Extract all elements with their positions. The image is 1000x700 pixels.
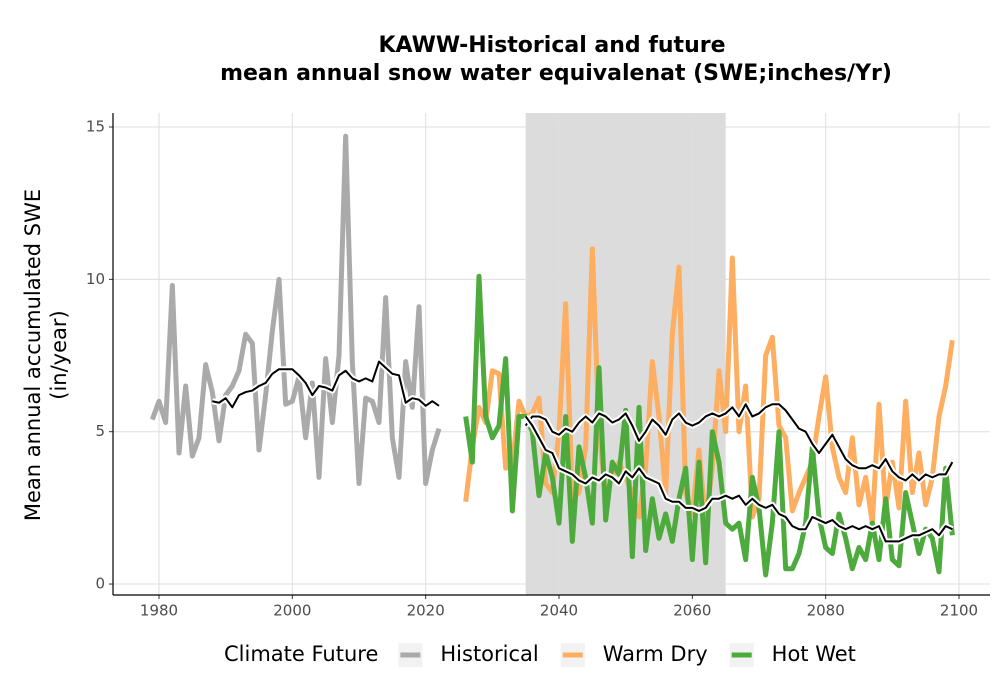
smooth-line xyxy=(524,403,954,482)
legend-label: Warm Dry xyxy=(603,642,708,666)
smooth-line xyxy=(524,415,953,543)
legend-label: Historical xyxy=(440,642,538,666)
y-tick-label: 5 xyxy=(95,422,105,440)
legend-label: Hot Wet xyxy=(772,642,856,666)
x-tick-label: 2000 xyxy=(273,602,311,620)
x-tick-label: 2100 xyxy=(940,602,978,620)
y-axis-label: Mean annual accumulated SWE xyxy=(21,189,45,521)
y-tick-label: 15 xyxy=(86,118,105,136)
chart-title: KAWW-Historical and future xyxy=(378,33,725,58)
x-tick-label: 2040 xyxy=(540,602,578,620)
y-axis-label: (in/year) xyxy=(47,310,71,399)
y-tick-label: 0 xyxy=(95,575,105,593)
chart-title: mean annual snow water equivalenat (SWE;… xyxy=(220,61,892,86)
x-tick-label: 2080 xyxy=(807,602,845,620)
x-tick-label: 2020 xyxy=(407,602,445,620)
series-line xyxy=(149,133,442,486)
y-tick-label: 10 xyxy=(86,270,105,288)
legend-title: Climate Future xyxy=(224,642,378,666)
x-tick-label: 2060 xyxy=(673,602,711,620)
smooth-line xyxy=(212,360,440,409)
x-tick-label: 1980 xyxy=(140,602,178,620)
